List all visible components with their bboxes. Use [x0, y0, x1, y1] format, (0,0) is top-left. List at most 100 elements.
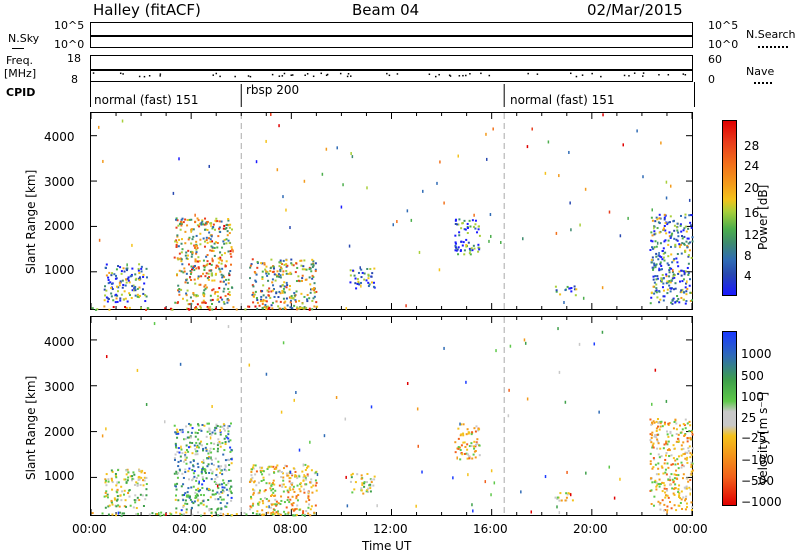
scatter-cell	[665, 473, 668, 476]
scatter-cell	[473, 427, 476, 430]
scatter-cell	[219, 431, 222, 434]
scatter-cell	[176, 430, 179, 433]
scatter-cell	[196, 303, 199, 306]
scatter-cell	[287, 491, 290, 494]
scatter-cell	[308, 297, 311, 300]
scatter-cell	[176, 219, 179, 222]
scatter-cell	[126, 300, 129, 303]
scatter-cell	[309, 440, 311, 444]
scatter-cell	[304, 463, 307, 466]
scatter-cell	[185, 251, 188, 254]
scatter-cell	[367, 273, 370, 276]
scatter-cell	[226, 512, 229, 515]
scatter-cell	[468, 455, 471, 458]
scatter-cell	[191, 479, 194, 482]
scatter-cell	[176, 472, 179, 475]
scatter-cell	[179, 220, 182, 223]
scatter-cell	[654, 275, 657, 278]
scatter-cell	[466, 457, 469, 460]
scatter-cell	[566, 470, 568, 474]
scatter-cell	[677, 474, 680, 477]
nave-point	[658, 74, 660, 76]
station-title: Halley (fitACF)	[93, 1, 201, 19]
scatter-cell	[272, 270, 275, 273]
scatter-cell	[361, 483, 364, 486]
scatter-cell	[265, 372, 268, 376]
scatter-cell	[227, 425, 230, 428]
scatter-cell	[226, 502, 229, 505]
scatter-cell	[133, 499, 136, 502]
scatter-cell	[689, 492, 691, 496]
nave-point	[312, 75, 315, 78]
scatter-cell	[315, 489, 318, 492]
scatter-cell	[670, 235, 673, 238]
date-title: 02/Mar/2015	[587, 1, 683, 19]
scatter-cell	[476, 231, 479, 234]
scatter-cell	[570, 290, 573, 293]
scatter-cell	[202, 459, 205, 463]
scatter-cell	[231, 228, 234, 231]
scatter-cell	[214, 492, 217, 495]
scatter-cell	[462, 441, 465, 444]
scatter-cell	[180, 242, 183, 245]
scatter-cell	[197, 219, 200, 222]
scatter-cell	[251, 488, 254, 491]
scatter-cell	[664, 491, 667, 494]
scatter-cell	[202, 461, 205, 464]
scatter-cell	[208, 455, 211, 458]
nave-point	[304, 74, 306, 77]
scatter-cell	[228, 468, 231, 471]
scatter-cell	[106, 493, 109, 496]
scatter-cell	[194, 282, 197, 285]
scatter-cell	[649, 439, 652, 442]
scatter-cell	[182, 504, 185, 507]
scatter-cell	[235, 513, 238, 516]
scatter-cell	[679, 214, 682, 217]
scatter-cell	[272, 284, 275, 287]
scatter-cell	[372, 484, 375, 487]
scatter-cell	[273, 483, 276, 486]
scatter-cell	[258, 491, 261, 494]
scatter-cell	[468, 247, 471, 250]
scatter-cell	[459, 249, 462, 252]
scatter-cell	[114, 498, 117, 501]
scatter-cell	[105, 263, 108, 266]
scatter-cell	[653, 281, 656, 284]
scatter-cell	[291, 483, 294, 486]
scatter-cell	[466, 222, 469, 225]
scatter-cell	[287, 474, 290, 477]
scatter-cell	[195, 477, 198, 480]
scatter-cell	[208, 262, 211, 265]
scatter-cell	[265, 270, 268, 273]
scatter-cell	[593, 342, 596, 346]
scatter-cell	[215, 468, 218, 471]
scatter-cell	[229, 422, 232, 425]
scatter-cell	[282, 467, 285, 470]
scatter-cell	[268, 499, 271, 502]
scatter-cell	[127, 279, 130, 282]
scatter-cell	[672, 259, 675, 262]
scatter-cell	[146, 307, 149, 310]
scatter-cell	[106, 300, 109, 303]
scatter-cell	[230, 499, 233, 502]
scatter-cell	[226, 298, 229, 301]
scatter-cell	[554, 496, 557, 499]
scatter-cell	[143, 282, 146, 285]
scatter-cell	[217, 265, 220, 268]
scatter-cell	[636, 129, 638, 133]
scatter-cell	[459, 458, 462, 461]
scatter-cell	[673, 237, 676, 240]
scatter-cell	[655, 252, 658, 255]
scatter-cell	[281, 291, 284, 294]
scatter-cell	[105, 427, 107, 431]
scatter-cell	[124, 305, 127, 308]
scatter-cell	[349, 274, 352, 277]
scatter-cell	[203, 266, 206, 269]
scatter-cell	[657, 467, 660, 470]
scatter-cell	[212, 226, 215, 229]
scatter-cell	[522, 237, 524, 241]
scatter-cell	[571, 499, 574, 502]
scatter-cell	[279, 266, 282, 269]
scatter-cell	[128, 292, 131, 295]
scatter-cell	[184, 454, 187, 457]
